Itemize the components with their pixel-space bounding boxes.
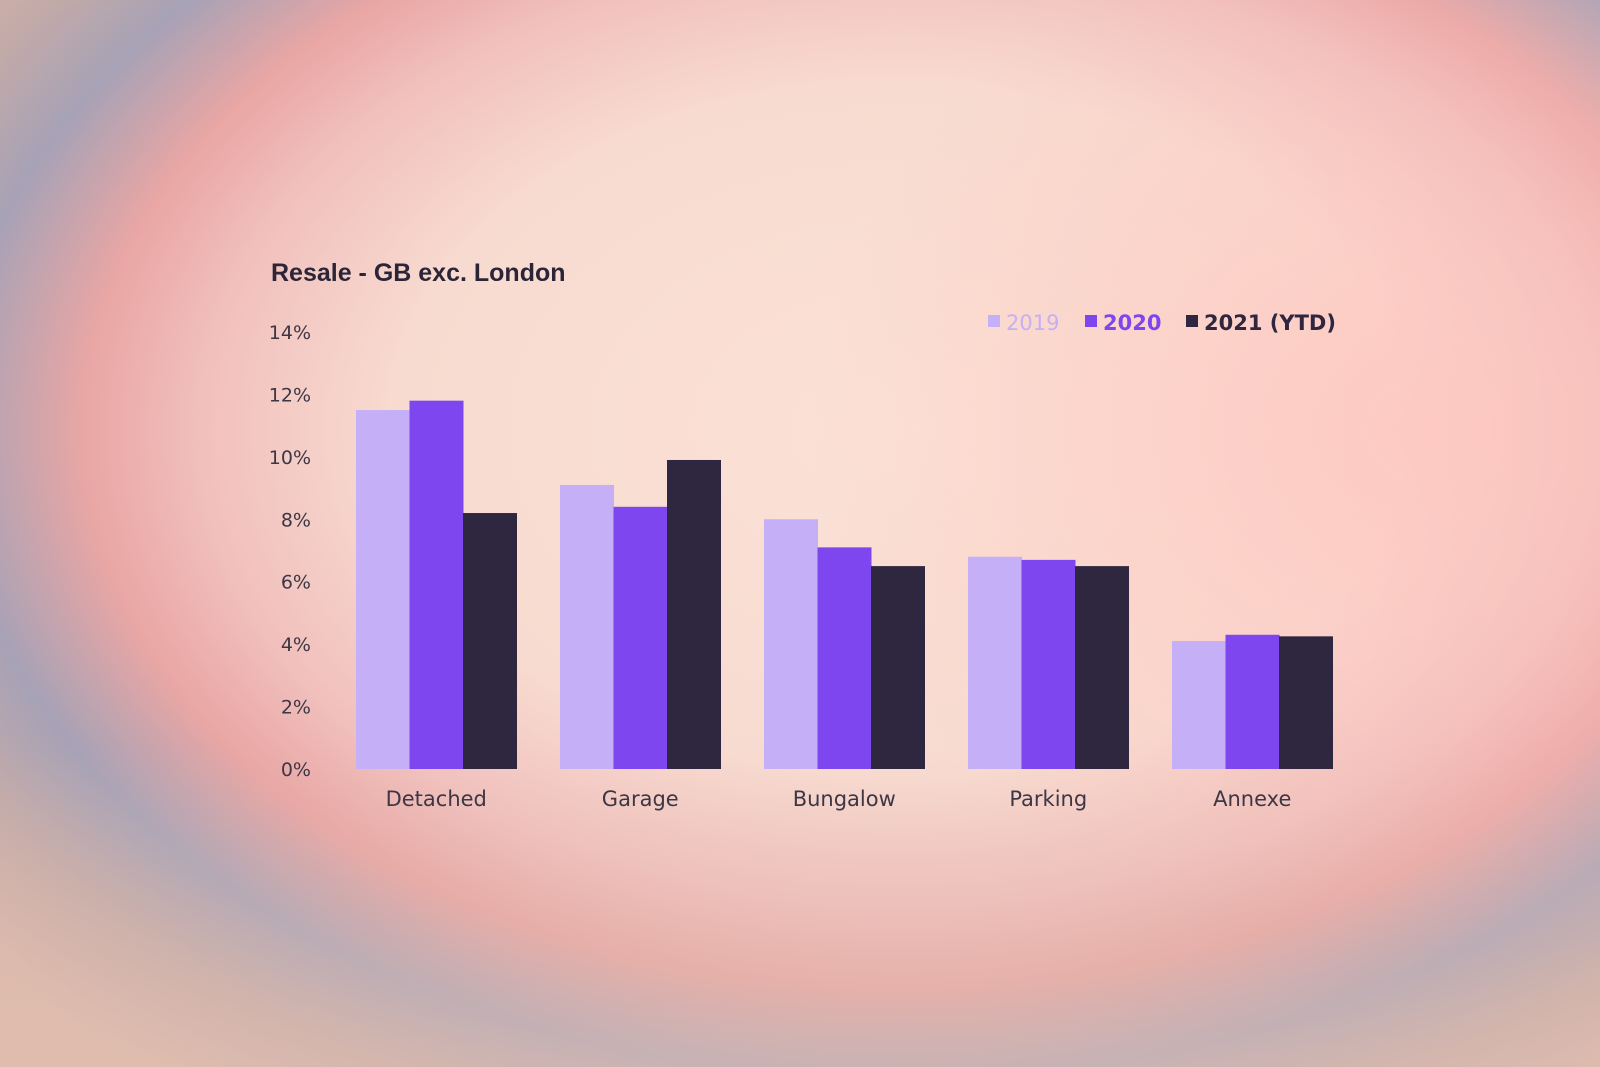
bar: [1021, 559, 1076, 769]
legend-item: 2021 (YTD): [1186, 311, 1336, 335]
bar: [1225, 634, 1280, 769]
legend-label: 2020: [1103, 311, 1161, 335]
bars-group: [356, 400, 1333, 769]
y-tick-label: 4%: [281, 634, 311, 656]
bar: [356, 410, 410, 769]
legend-item: 2019: [988, 311, 1059, 335]
x-tick-label: Annexe: [1213, 787, 1291, 811]
bar: [1279, 636, 1333, 769]
y-tick-label: 10%: [269, 447, 311, 469]
y-tick-label: 6%: [281, 572, 311, 594]
x-tick-label: Garage: [602, 787, 679, 811]
y-tick-label: 12%: [269, 384, 311, 406]
bar: [409, 400, 464, 769]
bar: [1172, 641, 1226, 769]
bar: [817, 547, 872, 769]
legend-label: 2019: [1006, 311, 1059, 335]
bar: [613, 506, 668, 769]
bar: [463, 513, 517, 769]
x-tick-label: Parking: [1009, 787, 1087, 811]
y-tick-label: 14%: [269, 322, 311, 344]
legend: 2019 2020 2021 (YTD): [988, 311, 1336, 335]
y-axis: 0% 2% 4% 6% 8% 10% 12% 14%: [269, 322, 311, 781]
bar: [968, 556, 1022, 769]
x-tick-label: Detached: [386, 787, 487, 811]
legend-swatch: [1085, 315, 1097, 327]
chart-title: Resale - GB exc. London: [271, 259, 566, 287]
x-tick-label: Bungalow: [793, 787, 896, 811]
y-tick-label: 0%: [281, 759, 311, 781]
bar: [764, 519, 818, 769]
legend-label: 2021 (YTD): [1204, 311, 1336, 335]
legend-item: 2020: [1085, 311, 1161, 335]
bar: [560, 484, 614, 769]
bar: [1075, 566, 1129, 769]
y-tick-label: 8%: [281, 509, 311, 531]
bar: [667, 459, 721, 769]
legend-swatch: [988, 315, 1000, 327]
bar: [871, 566, 925, 769]
x-axis: Detached Garage Bungalow Parking Annexe: [386, 787, 1292, 811]
legend-swatch: [1186, 315, 1198, 327]
y-tick-label: 2%: [281, 697, 311, 719]
